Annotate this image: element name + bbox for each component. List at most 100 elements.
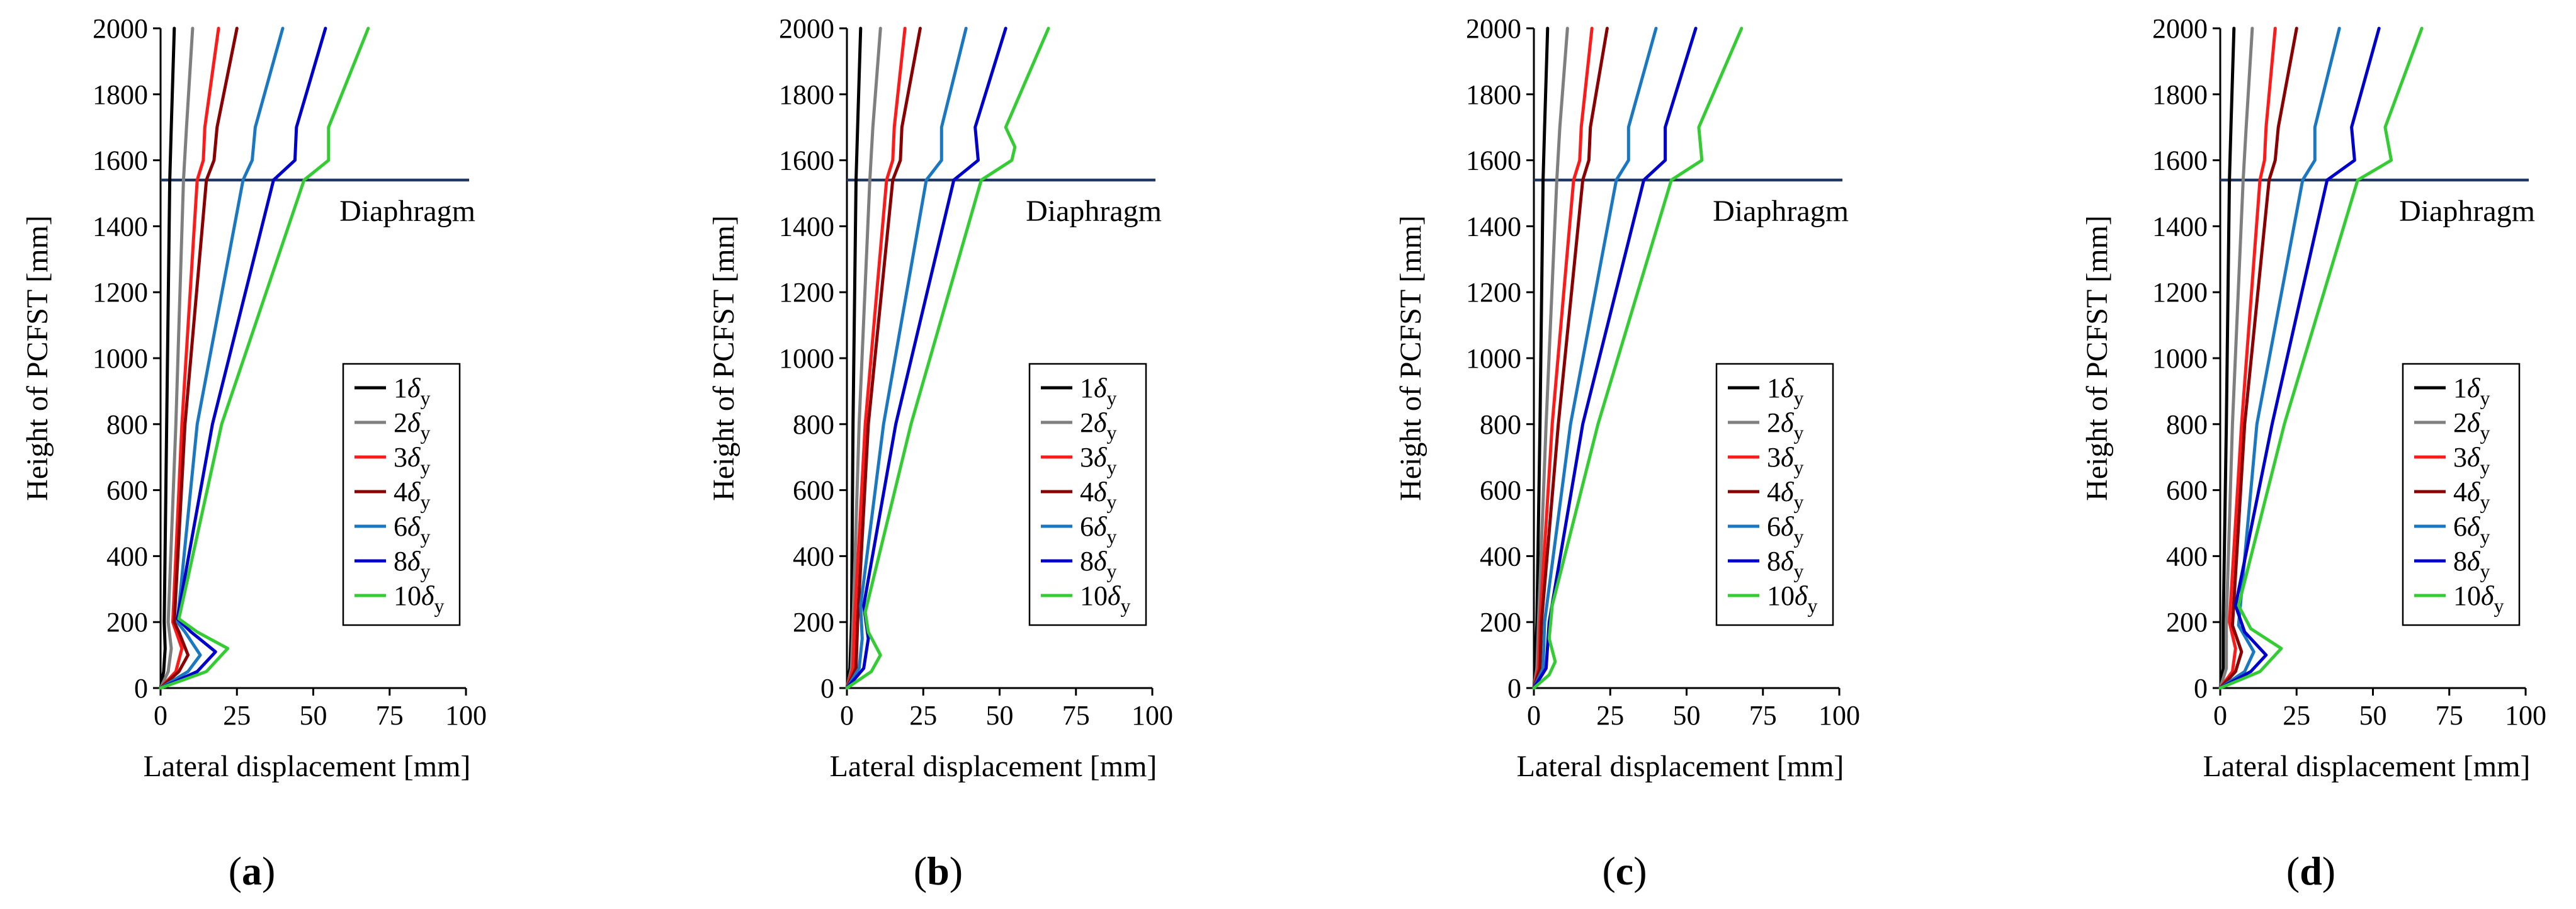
y-tick-label: 0 <box>820 673 834 704</box>
series-line-2dy <box>2218 26 2254 690</box>
series-line-6dy <box>845 26 968 690</box>
x-tick-label: 75 <box>376 700 404 731</box>
legend-label-number: 3 <box>2453 442 2467 473</box>
legend-label-delta: δ <box>1781 511 1795 542</box>
legend-label-delta: δ <box>1094 373 1108 404</box>
legend-label-number: 10 <box>1080 580 1108 611</box>
legend-label-subscript: y <box>1106 490 1116 513</box>
legend-label-6dy: 6δy <box>394 511 430 548</box>
series-line-8dy <box>2218 26 2381 690</box>
y-tick-label: 600 <box>106 475 148 506</box>
legend-label-delta: δ <box>1108 580 1121 611</box>
legend-label-delta: δ <box>1781 546 1795 577</box>
legend-label-delta: δ <box>407 373 421 404</box>
legend-label-4dy: 4δy <box>394 477 430 513</box>
legend-label-subscript: y <box>2480 560 2490 582</box>
legend-label-delta: δ <box>2467 477 2481 507</box>
legend-label-delta: δ <box>1094 442 1108 473</box>
series-line-6dy <box>1532 26 1658 690</box>
x-axis-label: Lateral displacement [mm] <box>830 750 1157 783</box>
legend-label-number: 6 <box>1767 511 1781 542</box>
y-tick-label: 0 <box>2194 673 2208 704</box>
legend-label-1dy: 1δy <box>394 373 430 409</box>
legend-label-subscript: y <box>420 525 430 548</box>
y-tick-label: 1400 <box>779 211 834 242</box>
legend-box <box>342 363 461 626</box>
legend-label-number: 3 <box>394 442 407 473</box>
legend-label-number: 2 <box>1080 407 1094 438</box>
legend-label-subscript: y <box>2480 525 2490 548</box>
legend-label-subscript: y <box>2480 387 2490 409</box>
diaphragm-annotation: Diaphragm <box>1026 195 1162 228</box>
legend-label-2dy: 2δy <box>394 407 430 444</box>
panel-label-open: ( <box>229 849 242 893</box>
series-line-2dy <box>159 26 195 690</box>
y-tick-label: 200 <box>793 607 834 638</box>
legend-label-6dy: 6δy <box>1080 511 1116 548</box>
y-tick-label: 1000 <box>1466 343 1521 374</box>
y-tick-label: 800 <box>2166 409 2208 440</box>
legend-label-delta: δ <box>1094 477 1108 507</box>
y-tick-label: 1000 <box>779 343 834 374</box>
legend-label-4dy: 4δy <box>1767 477 1803 513</box>
panel-label-close: ) <box>1633 849 1647 893</box>
panel-label-close: ) <box>262 849 275 893</box>
y-tick-label: 1400 <box>2152 211 2208 242</box>
y-axis-label: Height of PCFST [mm] <box>707 215 740 501</box>
y-tick-label: 1000 <box>93 343 148 374</box>
series-line-4dy <box>845 26 922 690</box>
series-line-2dy <box>1532 26 1569 690</box>
legend-label-subscript: y <box>420 560 430 582</box>
y-tick-label: 1400 <box>93 211 148 242</box>
legend-label-subscript: y <box>1793 387 1803 409</box>
legend-label-3dy: 3δy <box>1767 442 1803 478</box>
legend-label-6dy: 6δy <box>1767 511 1803 548</box>
legend-box <box>2402 363 2521 626</box>
x-tick-label: 0 <box>2213 700 2227 731</box>
legend-label-2dy: 2δy <box>1767 407 1803 444</box>
legend-label-subscript: y <box>1106 456 1116 478</box>
legend-label-number: 4 <box>1080 477 1094 507</box>
legend-label-delta: δ <box>1781 477 1795 507</box>
series-line-4dy <box>1532 26 1609 690</box>
x-tick-label: 25 <box>1596 700 1624 731</box>
x-tick-label: 100 <box>1819 700 1860 731</box>
y-axis-label: Height of PCFST [mm] <box>2080 215 2114 501</box>
legend-label-delta: δ <box>2467 442 2481 473</box>
series-line-8dy <box>845 26 1007 690</box>
legend-label-number: 1 <box>1080 373 1094 404</box>
legend-label-10dy: 10δy <box>1767 580 1817 617</box>
legend-label-subscript: y <box>1807 594 1817 617</box>
legend-label-6dy: 6δy <box>2453 511 2490 548</box>
x-tick-label: 25 <box>223 700 251 731</box>
legend-label-delta: δ <box>407 477 421 507</box>
panel-label-letter: a <box>242 849 262 893</box>
panel-label-open: ( <box>2286 849 2300 893</box>
legend-label-number: 1 <box>2453 373 2467 404</box>
legend-label-number: 10 <box>1767 580 1795 611</box>
legend-label-delta: δ <box>407 442 421 473</box>
legend-label-subscript: y <box>1793 490 1803 513</box>
legend-label-subscript: y <box>1793 456 1803 478</box>
y-tick-label: 2000 <box>779 13 834 44</box>
series-line-3dy <box>159 26 220 690</box>
legend-label-3dy: 3δy <box>1080 442 1116 478</box>
y-tick-label: 1200 <box>93 277 148 308</box>
legend-box <box>1715 363 1834 626</box>
y-tick-label: 600 <box>1480 475 1521 506</box>
legend-label-subscript: y <box>2494 594 2504 617</box>
legend-label-subscript: y <box>2480 490 2490 513</box>
panel-label: (b) <box>914 849 963 893</box>
y-tick-label: 1400 <box>1466 211 1521 242</box>
legend-label-number: 4 <box>394 477 407 507</box>
x-tick-label: 75 <box>2436 700 2463 731</box>
x-tick-label: 75 <box>1749 700 1777 731</box>
legend-label-8dy: 8δy <box>1080 546 1116 582</box>
y-tick-label: 1800 <box>2152 79 2208 110</box>
legend-label-number: 6 <box>394 511 407 542</box>
legend-label-delta: δ <box>2481 580 2495 611</box>
